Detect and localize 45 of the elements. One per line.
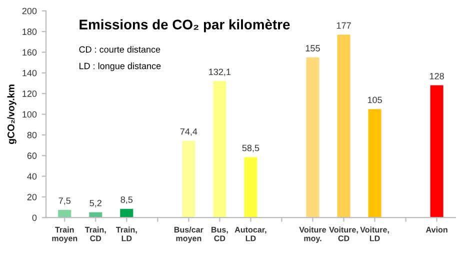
y-tick-label: 0 [32, 214, 37, 221]
data-label: 5,2 [90, 200, 102, 208]
bar [213, 81, 226, 218]
bar [306, 57, 320, 218]
bar [368, 109, 382, 218]
bar [58, 210, 72, 218]
x-tick-label: Voiture moy. [299, 226, 326, 243]
bar [89, 212, 102, 218]
x-tick-label: Train moyen [52, 226, 78, 243]
y-axis-title: gCO₂/voy.km [7, 84, 16, 144]
bar [430, 85, 444, 218]
data-label: 7,5 [58, 198, 71, 205]
y-tick-label: 160 [22, 49, 37, 56]
data-label: 74,4 [180, 128, 198, 136]
data-label: 105 [368, 96, 382, 104]
data-label: 177 [336, 22, 351, 29]
x-tick-label: Voiture, CD [329, 226, 358, 242]
text: Emissions de CO₂ par kilomètre [80, 19, 290, 32]
data-label: 132,1 [209, 68, 231, 76]
annotation: LD : longue distance [79, 62, 161, 71]
y-tick-label: 180 [22, 28, 37, 35]
bar [337, 34, 350, 218]
x-tick-label: Bus/car moyen [174, 226, 204, 243]
data-label: 58,5 [242, 144, 260, 152]
data-label: 8,5 [120, 196, 133, 204]
y-tick-label: 100 [22, 111, 37, 118]
y-tick-label: 20 [27, 194, 37, 200]
annotation: CD : courte distance [79, 46, 160, 53]
y-tick-label: 140 [22, 70, 37, 76]
x-tick-label: Train, CD [84, 226, 106, 242]
y-tick-label: 120 [22, 90, 37, 97]
x-tick-label: Avion [426, 226, 448, 233]
y-tick-label: 40 [27, 173, 37, 180]
x-tick-label: Voiture, LD [360, 226, 389, 242]
y-tick-label: 60 [27, 152, 37, 159]
bar [182, 140, 196, 218]
y-tick-label: 80 [27, 132, 37, 138]
data-label: 155 [306, 45, 320, 52]
y-tick-label: 200 [22, 8, 37, 14]
bar [244, 157, 258, 218]
data-label: 128 [430, 72, 444, 80]
x-tick-label: Train, LD [116, 226, 137, 242]
x-tick-label: Bus, CD [211, 226, 228, 242]
x-tick-label: Autocar, LD [234, 226, 266, 242]
bar [120, 208, 134, 218]
